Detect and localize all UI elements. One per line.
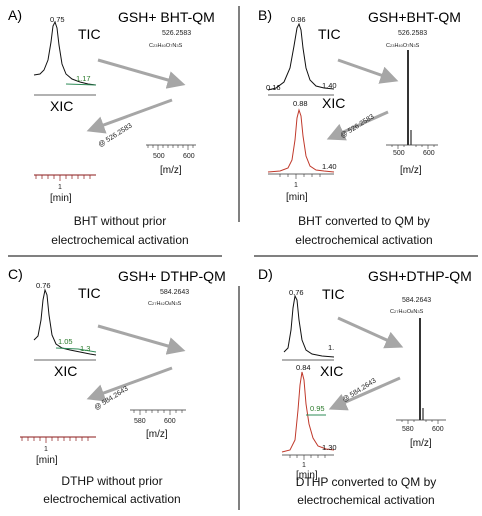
tic-baseline-fit (65, 83, 97, 86)
tic-peak-label: 0.76 (289, 288, 304, 297)
tic-label: TIC (78, 26, 101, 42)
panel-title: GSH+DTHP-QM (368, 268, 472, 284)
tic-label: TIC (78, 285, 101, 301)
xic-label: XIC (320, 363, 343, 379)
mz-tick-600: 600 (183, 153, 195, 160)
tic-to-ms-arrow (337, 58, 399, 84)
time-tick-1: 1 (58, 184, 62, 191)
caption-line-2: electrochemical activation (297, 493, 434, 507)
panel-title: GSH+ DTHP-QM (118, 268, 226, 284)
xic-peak-label: 0.88 (293, 99, 308, 108)
tic-trace (33, 20, 97, 86)
tic-peak-label: 0.86 (291, 15, 306, 24)
xic-label: XIC (50, 98, 73, 114)
time-axis (279, 174, 321, 179)
caption-line-1: BHT converted to QM by (298, 214, 430, 228)
tic-peak2-label: 1.17 (76, 74, 91, 83)
tic-trace (267, 22, 335, 91)
caption-line-2: electrochemical activation (51, 233, 188, 247)
tic-right-label: 1.40 (322, 81, 337, 90)
panel-title: GSH+BHT-QM (368, 9, 461, 25)
mass-label: 526.2583 (398, 30, 427, 37)
tic-label: TIC (322, 286, 345, 302)
time-axis (34, 174, 96, 181)
ms-axis (146, 144, 196, 150)
ms-to-xic-arrow (326, 110, 389, 141)
panel-a: A) GSH+ BHT-QM TIC 526.2583 C23H40O7N3S … (8, 7, 215, 247)
xic-label: XIC (322, 95, 345, 111)
time-tick-1: 1 (302, 462, 306, 469)
mz-tick-500: 500 (153, 153, 165, 160)
tic-label: TIC (318, 26, 341, 42)
tic-peak2-label: 1.05 (58, 337, 73, 346)
ms-to-xic-arrow (86, 98, 173, 134)
panel-c: C) GSH+ DTHP-QM TIC 584.2643 C27H42O8N3S… (8, 266, 226, 506)
tic-peak3-label: 1.3 (80, 344, 90, 353)
ms-axis (396, 419, 446, 424)
time-tick-1: 1 (294, 182, 298, 189)
time-axis (289, 455, 326, 460)
panel-title: GSH+ BHT-QM (118, 9, 215, 25)
tic-to-ms-arrow (337, 316, 404, 349)
mz-axis-label: [m/z] (160, 165, 182, 176)
ms-to-xic-arrow (86, 366, 173, 402)
mass-label: 584.2643 (160, 289, 189, 296)
ms-axis (130, 409, 186, 415)
mz-axis-label: [m/z] (146, 429, 168, 440)
xic-right-label: 1.40 (322, 162, 337, 171)
tic-peak-label: 0.75 (50, 15, 65, 24)
mz-axis-label: [m/z] (400, 165, 422, 176)
formula-label: C23H40O7N3S (149, 43, 183, 49)
mz-tick-600: 600 (423, 150, 435, 157)
panel-label: C) (8, 266, 23, 282)
tic-trace (33, 288, 97, 356)
mz-axis-label: [m/z] (410, 438, 432, 449)
caption-line-1: BHT without prior (74, 214, 166, 228)
panel-label: D) (258, 266, 273, 282)
ms-axis (386, 144, 438, 149)
xic-peak-label: 0.84 (296, 363, 311, 372)
time-axis-label: [min] (296, 470, 318, 481)
panel-label: B) (258, 7, 272, 23)
xic-mid-label: 0.95 (310, 404, 325, 413)
xic-trace (281, 371, 335, 453)
time-tick-1: 1 (44, 446, 48, 453)
mass-label: 526.2583 (162, 30, 191, 37)
xic-label: XIC (54, 363, 77, 379)
panel-b: B) GSH+BHT-QM TIC 526.2583 C23H40O7N3S 0… (258, 7, 461, 247)
caption-line-1: DTHP without prior (61, 474, 162, 488)
time-axis-label: [min] (50, 193, 72, 204)
ms-to-xic-arrow (328, 376, 401, 411)
panel-d: D) GSH+DTHP-QM TIC 584.2643 C27H42O8N3S … (258, 266, 472, 507)
formula-label: C27H42O8N3S (390, 309, 424, 315)
caption-line-1: DTHP converted to QM by (296, 475, 437, 489)
mz-tick-600: 600 (164, 418, 176, 425)
tic-peak-label: 0.76 (36, 281, 51, 290)
formula-label: C23H40O7N3S (386, 43, 420, 49)
time-axis-label: [min] (286, 192, 308, 203)
tic-baseline-fit (55, 347, 97, 353)
tic-to-ms-arrow (97, 324, 186, 355)
caption-line-2: electrochemical activation (295, 233, 432, 247)
xic-right-label: 1.30 (322, 443, 337, 452)
xic-trace (267, 108, 335, 173)
tic-trace (283, 294, 335, 358)
tic-left-label: 0.16 (266, 83, 281, 92)
mz-tick-600: 600 (432, 426, 444, 433)
mz-tick-500: 500 (393, 150, 405, 157)
tic-right-label: 1. (328, 343, 334, 352)
caption-line-2: electrochemical activation (43, 492, 180, 506)
xic-mass-label: @ 526.2583 (339, 113, 375, 139)
tic-to-ms-arrow (97, 58, 186, 89)
mz-tick-580: 580 (402, 426, 414, 433)
mass-label: 584.2643 (402, 297, 431, 304)
mz-tick-580: 580 (134, 418, 146, 425)
time-axis (20, 436, 96, 443)
formula-label: C27H42O8N3S (148, 301, 182, 307)
panel-label: A) (8, 7, 22, 23)
time-axis-label: [min] (36, 455, 58, 466)
